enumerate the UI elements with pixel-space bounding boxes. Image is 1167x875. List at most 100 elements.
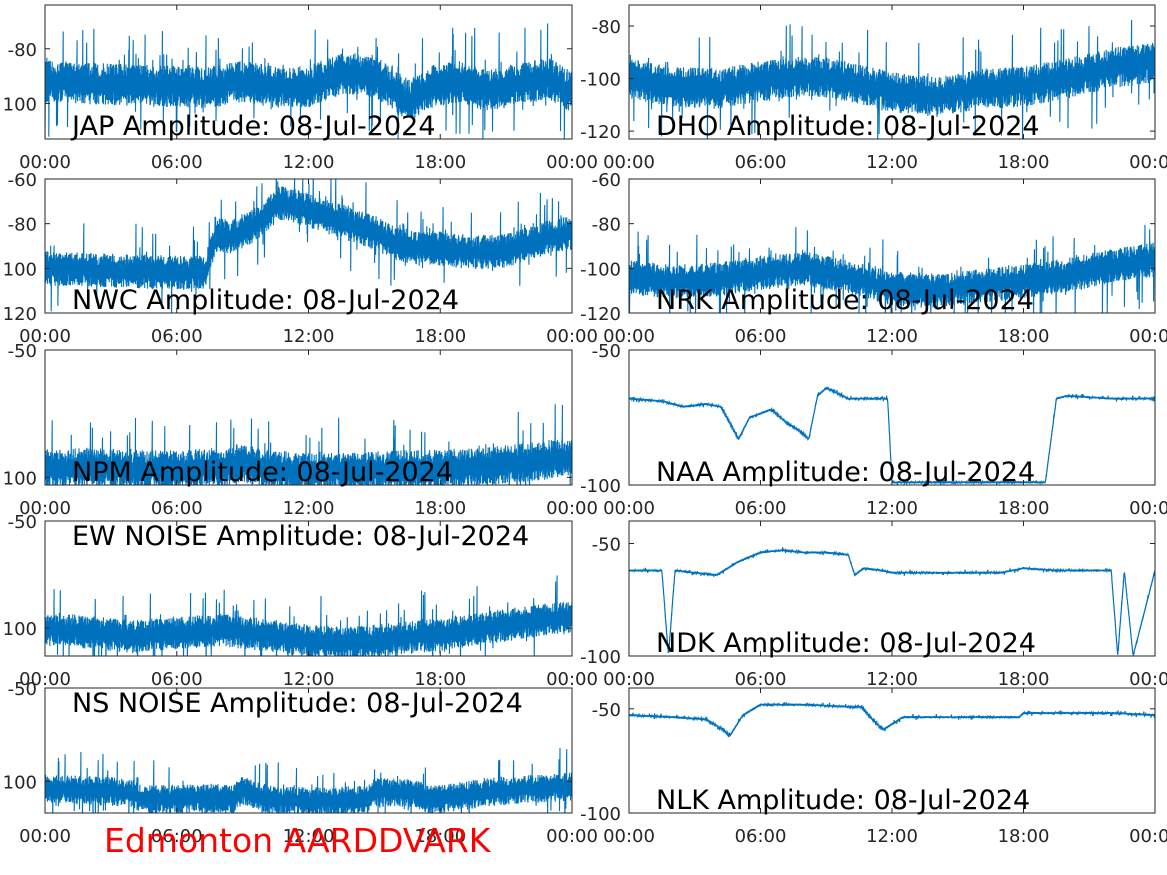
nrk-xtick-label: 06:00 [735,326,787,347]
dho-ytick-label: -100 [580,70,621,91]
ns-noise-xtick-label: 12:00 [283,826,335,847]
ew-noise-signal-line [45,575,572,656]
ndk-xtick-label: 12:00 [866,669,918,690]
jap-xtick-label: 18:00 [414,152,466,173]
ns-noise-xtick-label: 06:00 [151,826,203,847]
nrk-xtick-label: 12:00 [866,326,918,347]
jap-xtick-label: 00:00 [19,152,71,173]
nwc-ytick-label: 100 [3,259,37,280]
nwc-signal-line [45,179,572,313]
nwc-xtick-label: 00:00 [546,326,598,347]
nwc-ytick-label: -60 [8,170,37,191]
nrk-xtick-label: 00:00 [1129,326,1167,347]
nwc-panel: 00:00 06:00 12:00 18:00 00:00 -60 -80 100 120 NWC… [3,170,598,347]
npm-xtick-label: 06:00 [151,498,203,519]
npm-title: NPM Amplitude: 08-Jul-2024 [72,457,453,488]
ew-noise-ytick-label: 100 [3,619,37,640]
naa-xtick-label: 00:00 [603,498,655,519]
ew-noise-xtick-label: 12:00 [283,669,335,690]
naa-ytick-label: -100 [580,476,621,497]
ew-noise-panel: 00:00 06:00 12:00 18:00 00:00 -50 100 EW NOISE … [3,512,598,690]
nlk-xtick-label: 12:00 [866,826,918,847]
ew-noise-title: EW NOISE Amplitude: 08-Jul-2024 [72,521,529,552]
ndk-xtick-label: 06:00 [735,669,787,690]
nlk-xtick-label: 06:00 [735,826,787,847]
nlk-signal-line [629,701,1155,738]
ns-noise-ytick-label: -50 [8,679,37,700]
naa-xtick-label: 00:00 [1129,498,1167,519]
dho-signal-line [629,19,1155,139]
ew-noise-xtick-label: 18:00 [414,669,466,690]
dho-panel: 00:00 06:00 12:00 18:00 00:00 -80 -100 -120 DHO … [580,4,1167,173]
naa-title: NAA Amplitude: 08-Jul-2024 [656,457,1035,488]
naa-ytick-label: -50 [592,341,621,362]
nrk-ytick-label: -60 [592,170,621,191]
jap-xtick-label: 06:00 [151,152,203,173]
nrk-panel: 00:00 06:00 12:00 18:00 00:00 -60 -80 -100 -120 N… [580,170,1167,347]
ndk-xtick-label: 00:00 [603,669,655,690]
ndk-xtick-label: 00:00 [1129,669,1167,690]
jap-xtick-label: 00:00 [546,152,598,173]
jap-panel: 00:00 06:00 12:00 18:00 00:00 -80 100 JAP Ampli… [3,4,598,173]
station-label: Edmonton AARDDVARK [104,821,491,860]
jap-title: JAP Amplitude: 08-Jul-2024 [70,111,436,142]
nrk-xtick-label: 18:00 [998,326,1050,347]
nrk-signal-line [629,224,1155,313]
ns-noise-xtick-label: 18:00 [414,826,466,847]
npm-xtick-label: 00:00 [19,498,71,519]
jap-ytick-label: -80 [8,40,37,61]
dho-ytick-label: -80 [592,17,621,38]
nwc-title: NWC Amplitude: 08-Jul-2024 [72,285,459,316]
ndk-ytick-label: -50 [592,535,621,556]
nwc-xtick-label: 06:00 [151,326,203,347]
npm-panel: 00:00 06:00 12:00 18:00 00:00 -50 100 NPM Ampli… [3,341,598,519]
naa-xtick-label: 18:00 [998,498,1050,519]
npm-xtick-label: 00:00 [546,498,598,519]
dho-xtick-label: 00:00 [1129,152,1167,173]
nwc-xtick-label: 18:00 [414,326,466,347]
npm-xtick-label: 18:00 [414,498,466,519]
npm-signal-line [45,404,572,485]
nlk-xtick-label: 18:00 [998,826,1050,847]
ns-noise-panel: 00:00 06:00 12:00 18:00 00:00 -50 100 NS NOISE … [3,679,598,847]
ndk-xtick-label: 18:00 [998,669,1050,690]
nlk-ytick-label: -50 [592,700,621,721]
npm-xtick-label: 12:00 [283,498,335,519]
nlk-xtick-label: 00:00 [1129,826,1167,847]
nrk-ytick-label: -80 [592,215,621,236]
ns-noise-xtick-label: 00:00 [19,826,71,847]
ns-noise-title: NS NOISE Amplitude: 08-Jul-2024 [72,688,523,719]
naa-panel: 00:00 06:00 12:00 18:00 00:00 -50 -100 NAA Ampl… [580,341,1167,519]
jap-signal-line [45,23,572,139]
dho-ytick-label: -120 [580,122,621,143]
nrk-xtick-label: 00:00 [603,326,655,347]
ns-noise-signal-line [45,747,572,813]
dho-xtick-label: 12:00 [866,152,918,173]
ndk-title: NDK Amplitude: 08-Jul-2024 [656,628,1036,659]
nwc-xtick-label: 00:00 [19,326,71,347]
nlk-xtick-label: 00:00 [603,826,655,847]
nwc-xtick-label: 12:00 [283,326,335,347]
jap-xtick-label: 12:00 [283,152,335,173]
ns-noise-xtick-label: 00:00 [546,826,598,847]
ns-noise-ytick-label: 100 [3,772,37,793]
npm-ytick-label: -50 [8,341,37,362]
dho-xtick-label: 18:00 [998,152,1050,173]
dho-xtick-label: 06:00 [735,152,787,173]
dho-title: DHO Amplitude: 08-Jul-2024 [656,111,1040,142]
jap-ytick-label: 100 [3,94,37,115]
nrk-ytick-label: -120 [580,304,621,325]
nlk-ytick-label: -100 [580,804,621,825]
ndk-signal-line [629,547,1155,656]
ndk-ytick-label: -100 [580,647,621,668]
ew-noise-xtick-label: 00:00 [546,669,598,690]
npm-ytick-label: 100 [3,468,37,489]
nlk-title: NLK Amplitude: 08-Jul-2024 [656,785,1030,816]
naa-xtick-label: 06:00 [735,498,787,519]
nrk-title: NRK Amplitude: 08-Jul-2024 [656,285,1034,316]
naa-xtick-label: 12:00 [866,498,918,519]
dho-xtick-label: 00:00 [603,152,655,173]
ew-noise-xtick-label: 06:00 [151,669,203,690]
ndk-panel: 00:00 06:00 12:00 18:00 00:00 -50 -100 NDK Ampl… [580,520,1167,690]
